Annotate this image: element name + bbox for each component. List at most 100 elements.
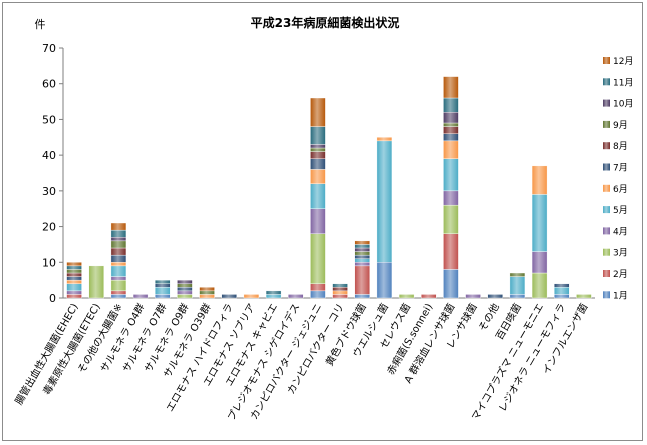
bar-segment <box>576 294 592 299</box>
bar-segment <box>332 283 348 288</box>
bar-segment <box>509 294 526 299</box>
legend-swatch <box>603 270 610 277</box>
bar-segment <box>155 287 171 295</box>
bar-segment <box>66 272 82 277</box>
bar-segment <box>310 158 326 170</box>
bar-segment <box>288 294 304 299</box>
bar-segment <box>66 276 82 281</box>
bar-segment <box>354 251 370 256</box>
bar-segment <box>221 294 237 299</box>
legend-swatch <box>603 78 610 86</box>
bar-segment <box>443 76 459 99</box>
bar-segment <box>110 254 127 263</box>
legend-swatch <box>603 206 610 214</box>
bar-segment <box>88 265 104 299</box>
legend-swatch <box>603 248 610 256</box>
bar-segment <box>354 247 370 252</box>
bar-segment <box>554 287 570 295</box>
bar-segment <box>354 265 370 295</box>
bar-segment <box>66 269 82 274</box>
bar-segment <box>332 287 348 292</box>
legend-swatch <box>603 142 610 150</box>
category-label: その他 <box>476 301 502 333</box>
bar-segment <box>110 294 127 299</box>
bar-segment <box>110 265 127 277</box>
bar-segment <box>110 290 127 295</box>
bar-segment <box>354 254 370 259</box>
bar-segment <box>177 283 193 288</box>
legend-label: 4月 <box>613 226 628 237</box>
bar-segment <box>132 294 149 299</box>
bar-segment <box>310 283 326 292</box>
bar-segment <box>243 294 260 299</box>
bar-segment <box>265 294 282 299</box>
bar-segment <box>310 208 326 234</box>
bar-segment <box>66 290 82 295</box>
bar-segment <box>310 97 326 127</box>
legend-label: 12月 <box>613 56 633 67</box>
bar-segment <box>376 262 393 299</box>
bar-segment <box>155 279 171 284</box>
bar-segment <box>310 147 326 152</box>
legend-label: 9月 <box>613 120 628 131</box>
bar-segment <box>310 183 326 209</box>
bar-segment <box>531 272 548 299</box>
bar-segment <box>110 247 127 256</box>
y-tick-label: 40 <box>42 149 56 162</box>
bar-segment <box>265 290 282 295</box>
bar-segment <box>310 151 326 159</box>
y-tick-label: 60 <box>42 78 56 91</box>
bar-segment <box>531 251 548 274</box>
bar-segment <box>66 294 82 299</box>
bar-segment <box>443 158 459 192</box>
bar-segment <box>110 229 127 238</box>
legend-label: 3月 <box>613 248 628 259</box>
bar-segment <box>443 233 459 270</box>
bar-segment <box>354 262 370 267</box>
bar-segment <box>443 204 459 234</box>
bar-segment <box>376 137 393 142</box>
bar-segment <box>554 294 570 299</box>
bar-segment <box>398 294 415 299</box>
legend-swatch <box>603 57 610 64</box>
legend-swatch <box>603 163 610 171</box>
legend-swatch <box>603 291 610 299</box>
bar-segment <box>531 194 548 252</box>
bar-segment <box>155 283 171 288</box>
legend-label: 7月 <box>613 163 628 174</box>
y-axis-label: 件 <box>35 18 46 31</box>
bar-segment <box>354 258 370 263</box>
plot-area: 010203040506070腸管出血性大腸菌(EHEC)毒素原性大腸菌(ETE… <box>12 42 595 423</box>
bar-segment <box>354 294 370 299</box>
legend-label: 11月 <box>613 77 633 88</box>
bar-segment <box>110 279 127 292</box>
bar-segment <box>110 222 127 231</box>
bar-segment <box>443 269 459 299</box>
bar-segment <box>66 262 82 267</box>
legend-label: 8月 <box>613 141 628 152</box>
y-tick-label: 30 <box>42 185 56 198</box>
bar-segment <box>443 140 459 159</box>
bar-segment <box>421 294 437 299</box>
chart-title: 平成23年病原細菌検出状況 <box>251 15 400 30</box>
y-tick-label: 0 <box>49 292 56 305</box>
bar-segment <box>310 126 326 145</box>
bar-segment <box>199 287 215 292</box>
legend-label: 5月 <box>613 205 628 216</box>
bar-segment <box>354 244 370 249</box>
legend-label: 1月 <box>613 290 628 301</box>
bar-segment <box>310 169 326 184</box>
chart-svg: 平成23年病原細菌検出状況 件 010203040506070腸管出血性大腸菌(… <box>12 15 634 423</box>
bar-segment <box>110 237 127 242</box>
y-tick-label: 10 <box>42 256 56 269</box>
bar-segment <box>443 133 459 142</box>
bar-segment <box>509 276 526 295</box>
legend-swatch <box>603 99 610 107</box>
bar-segment <box>177 287 193 292</box>
legend-swatch <box>603 184 610 192</box>
bar-segment <box>199 290 215 295</box>
bar-segment <box>310 233 326 284</box>
legend-label: 6月 <box>613 184 628 195</box>
bar-segment <box>155 294 171 299</box>
legend-label: 10月 <box>613 99 633 110</box>
